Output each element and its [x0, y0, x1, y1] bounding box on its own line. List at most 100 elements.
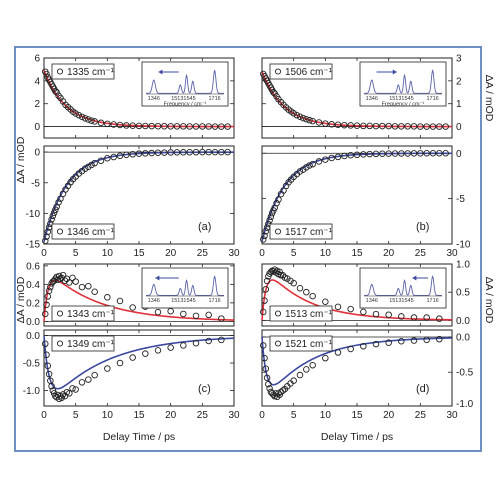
xtick-label-p4: 0: [259, 248, 265, 259]
data-point-p7: [436, 315, 443, 322]
ytick-label-p1: 2: [34, 99, 40, 110]
data-point-p4: [442, 150, 449, 157]
data-point-p2: [110, 153, 117, 161]
data-point-p7: [296, 284, 304, 292]
data-point-p8: [290, 377, 297, 384]
x-axis-label-left: Delay Time / ps: [103, 431, 175, 443]
data-point-p2: [104, 154, 111, 162]
inset-spectrum-p3: [364, 69, 442, 94]
data-point-p4: [262, 228, 270, 235]
inset-peak-label-p5: 1716: [209, 298, 221, 304]
data-point-p2: [42, 237, 49, 245]
legend-label-p7: 1513 cm⁻¹: [285, 309, 333, 320]
data-point-p3: [366, 122, 373, 130]
inset-peak-label-p7: 1346: [366, 298, 378, 304]
legend-box-p6: [51, 335, 115, 352]
fit-curve-p8: [261, 336, 453, 386]
data-point-p6: [116, 359, 124, 367]
data-point-p1: [161, 122, 168, 130]
y-axis-label-right-bottom: ΔA / mOD: [483, 277, 495, 324]
ytick-label-p1: 0: [34, 122, 40, 133]
data-point-p3: [391, 123, 399, 130]
data-point-p3: [290, 110, 297, 117]
data-point-p2: [199, 148, 206, 156]
data-point-p2: [97, 157, 105, 164]
data-point-p6: [78, 379, 86, 386]
data-point-p1: [135, 122, 143, 130]
data-point-p1: [167, 123, 174, 130]
data-point-p2: [116, 152, 124, 160]
data-point-p2: [135, 150, 143, 157]
inset-arrowhead-p7: [412, 275, 417, 281]
xtick-label-p2: 30: [228, 248, 240, 259]
xtick-label-p6: 15: [133, 410, 145, 421]
data-point-p7: [372, 310, 380, 318]
data-point-p4: [267, 213, 275, 221]
data-point-p7: [423, 314, 430, 321]
inset-box-p5: [141, 267, 229, 309]
data-point-p8: [322, 354, 329, 362]
data-point-p7: [410, 314, 418, 321]
ytick-label-p6: 0.0: [26, 331, 40, 342]
data-point-p8: [372, 340, 380, 348]
inset-peak-label-p3: 1716: [427, 96, 439, 102]
xtick-label-p8: 25: [415, 410, 427, 421]
ytick-label-p3: 0: [456, 122, 462, 133]
data-point-p4: [296, 168, 304, 175]
data-point-p6: [205, 337, 212, 345]
inset-peak-label-p1: 1346: [148, 96, 160, 102]
data-point-p1: [52, 87, 59, 95]
data-point-p2: [85, 163, 92, 171]
xtick-label-p6: 0: [41, 410, 47, 421]
data-point-p4: [404, 150, 411, 157]
data-point-p1: [129, 122, 136, 129]
data-point-p5: [66, 279, 73, 286]
data-point-p6: [218, 336, 225, 344]
ytick-label-p1: 4: [34, 76, 40, 87]
data-point-p8: [262, 365, 270, 372]
data-point-p8: [410, 337, 418, 344]
data-point-p3: [398, 123, 405, 130]
data-point-p3: [379, 122, 386, 130]
data-point-p3: [296, 113, 304, 120]
legend-marker-p3: [274, 68, 282, 75]
xtick-label-p8: 15: [351, 410, 363, 421]
inset-xlabel-p3: Frequency / cm⁻¹: [382, 102, 425, 108]
inset-peak-label-p5: 15131545: [171, 298, 195, 304]
data-point-p8: [261, 354, 268, 362]
figure-frame: [14, 46, 482, 452]
data-point-p1: [211, 123, 219, 130]
data-point-p2: [91, 159, 98, 167]
fit-curve-p2: [43, 151, 234, 242]
ytick-label-p4: -5: [456, 194, 465, 205]
inset-arrowhead-p1: [158, 69, 163, 75]
data-point-p1: [218, 123, 225, 130]
data-point-p3: [334, 121, 342, 128]
inset-xlabel-p1: Frequency / cm⁻¹: [164, 102, 207, 108]
xtick-label-p6: 10: [102, 410, 114, 421]
data-point-p1: [116, 121, 124, 129]
data-point-p2: [88, 161, 95, 169]
data-point-p1: [104, 120, 111, 128]
data-point-p3: [360, 122, 367, 130]
data-point-p5: [43, 301, 50, 308]
data-point-p8: [423, 336, 430, 344]
data-point-p6: [192, 339, 200, 347]
ytick-label-p6: -0.5: [23, 359, 41, 370]
inset-spectrum-p7: [364, 275, 442, 296]
xtick-label-p6: 30: [228, 410, 240, 421]
data-point-p1: [199, 123, 206, 130]
data-point-p4: [303, 164, 310, 171]
legend-box-p2: [51, 223, 115, 240]
data-point-p3: [442, 123, 449, 130]
data-point-p5: [59, 271, 67, 279]
inset-peak-label-p7: 1716: [427, 298, 439, 304]
y-axis-label-right-top: ΔA / mOD: [483, 75, 495, 122]
data-point-p4: [261, 232, 268, 240]
data-point-p6: [42, 340, 49, 348]
data-point-p2: [50, 209, 58, 217]
data-point-p7: [322, 298, 329, 306]
xtick-label-p4: 20: [383, 248, 395, 259]
data-point-p2: [81, 165, 89, 172]
data-point-p4: [391, 150, 399, 157]
